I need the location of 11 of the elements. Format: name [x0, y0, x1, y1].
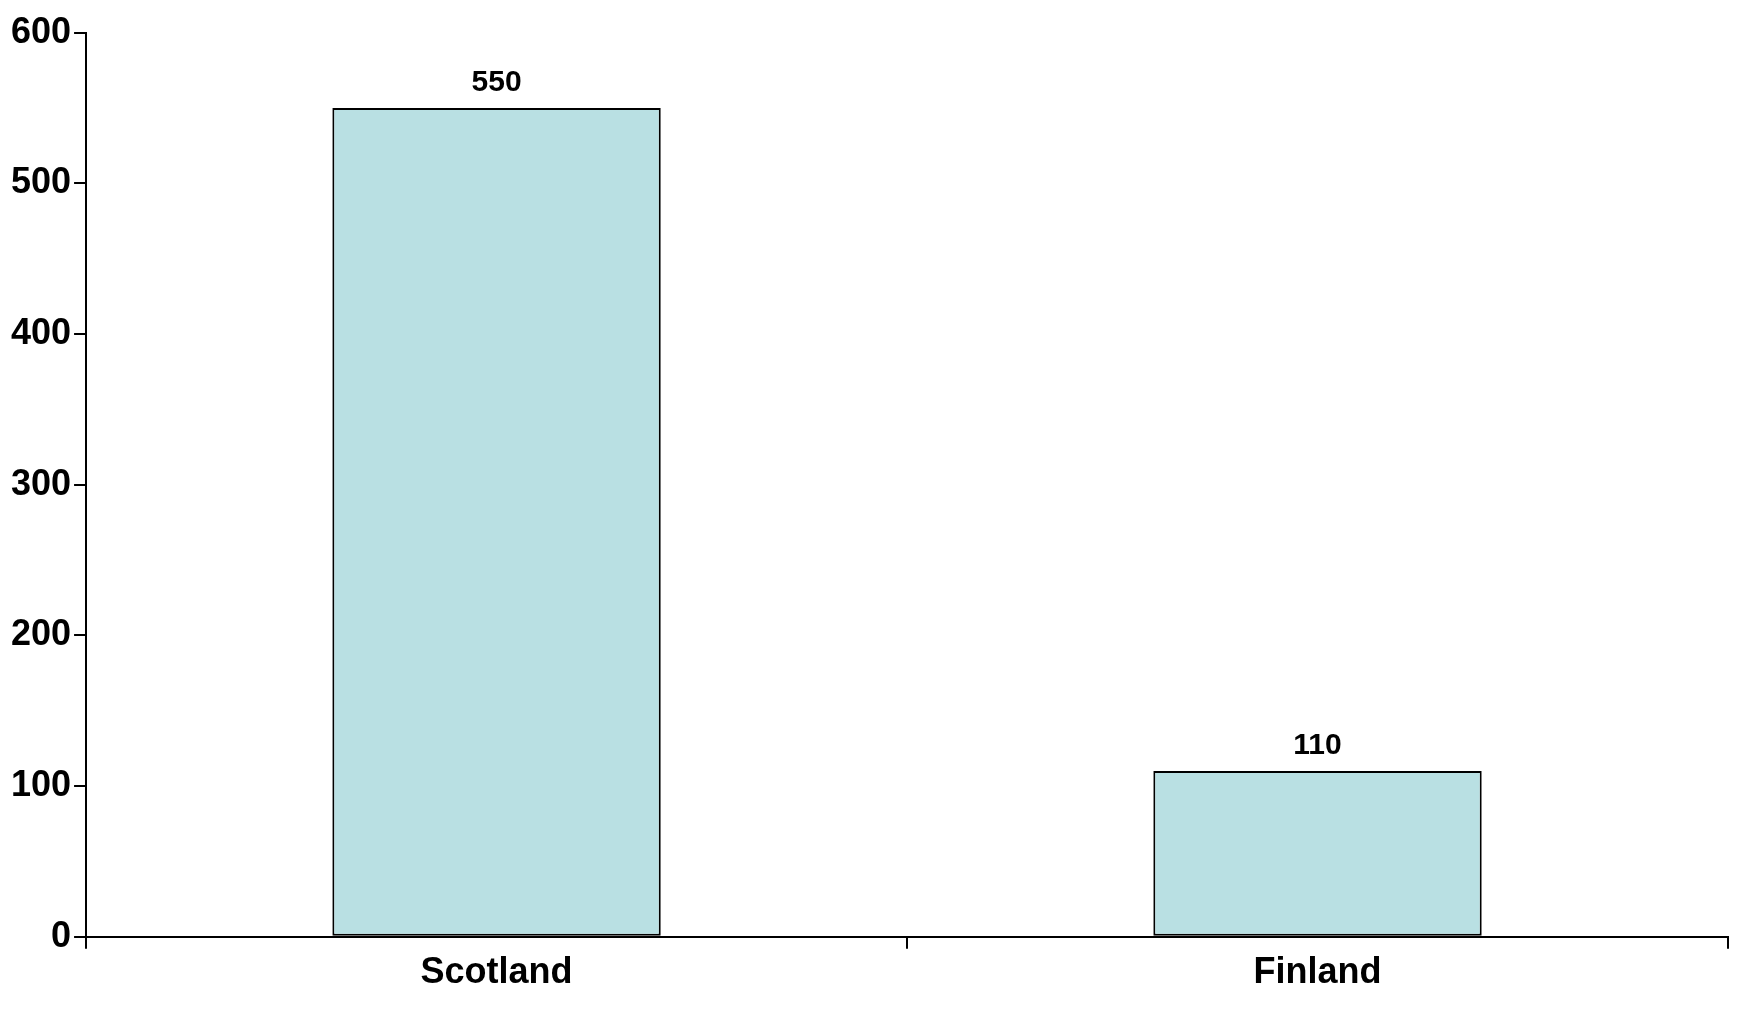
y-tick-label: 500: [10, 160, 72, 202]
y-tick-label: 200: [10, 612, 72, 654]
y-tick-label: 100: [10, 763, 72, 805]
y-tick-label: 300: [10, 461, 72, 503]
data-label: 110: [1293, 727, 1342, 761]
data-label: 550: [471, 64, 522, 98]
x-tick-label: Scotland: [420, 950, 573, 992]
y-tick-label: 0: [51, 913, 72, 955]
x-tick-label: Finland: [1253, 950, 1382, 992]
y-tick-label: 400: [10, 310, 72, 352]
y-tick-label: 600: [10, 9, 72, 51]
